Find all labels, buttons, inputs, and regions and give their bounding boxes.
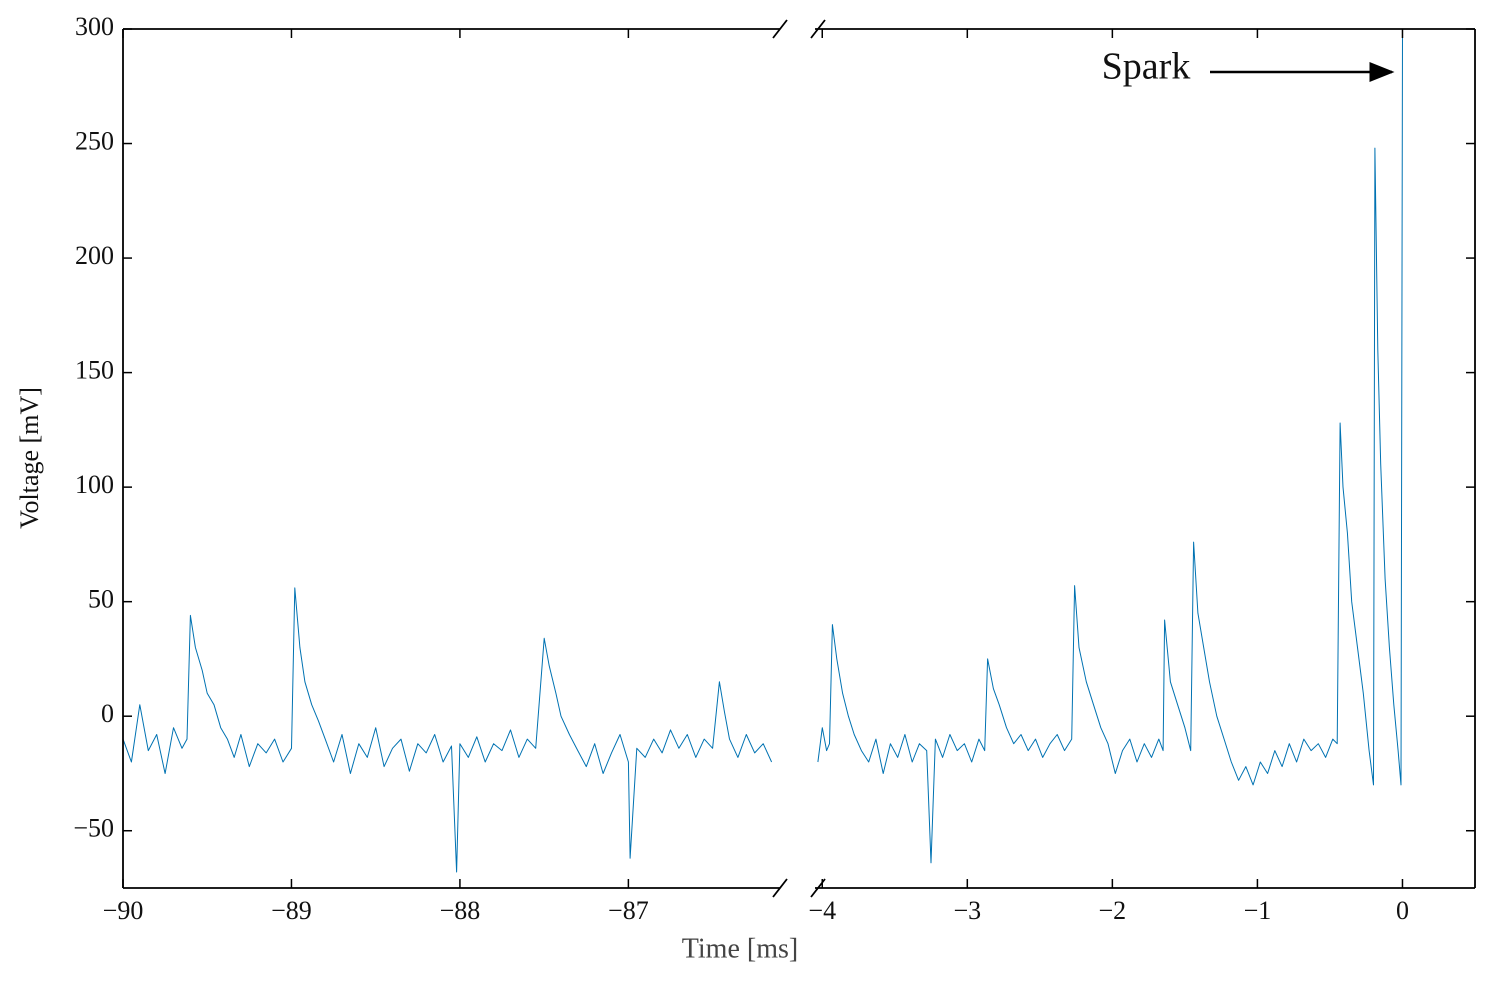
y-tick-label: 50: [88, 585, 114, 614]
x-tick-label: −2: [1099, 896, 1127, 925]
voltage-line: [122, 587, 773, 873]
y-tick-label: 0: [101, 699, 114, 728]
y-axis-label: Voltage [mV]: [15, 387, 44, 529]
x-axis-label: Time [ms]: [682, 933, 798, 964]
x-tick-label: −87: [608, 896, 649, 925]
x-tick-label: 0: [1396, 896, 1409, 925]
x-tick-label: −1: [1244, 896, 1272, 925]
x-tick-label: −89: [271, 896, 312, 925]
x-tick-label: −90: [103, 896, 144, 925]
y-tick-label: 250: [75, 127, 114, 156]
x-tick-label: −4: [808, 896, 836, 925]
x-tick-label: −3: [953, 896, 981, 925]
y-tick-label: 100: [75, 470, 114, 499]
y-tick-label: 150: [75, 356, 114, 385]
x-tick-label: −88: [440, 896, 481, 925]
voltage-line: [817, 28, 1403, 864]
y-tick-label: −50: [73, 814, 114, 843]
y-tick-label: 300: [75, 12, 114, 41]
axis-break: [772, 19, 826, 898]
y-tick-label: 200: [75, 241, 114, 270]
annotation: Spark: [1102, 46, 1191, 88]
